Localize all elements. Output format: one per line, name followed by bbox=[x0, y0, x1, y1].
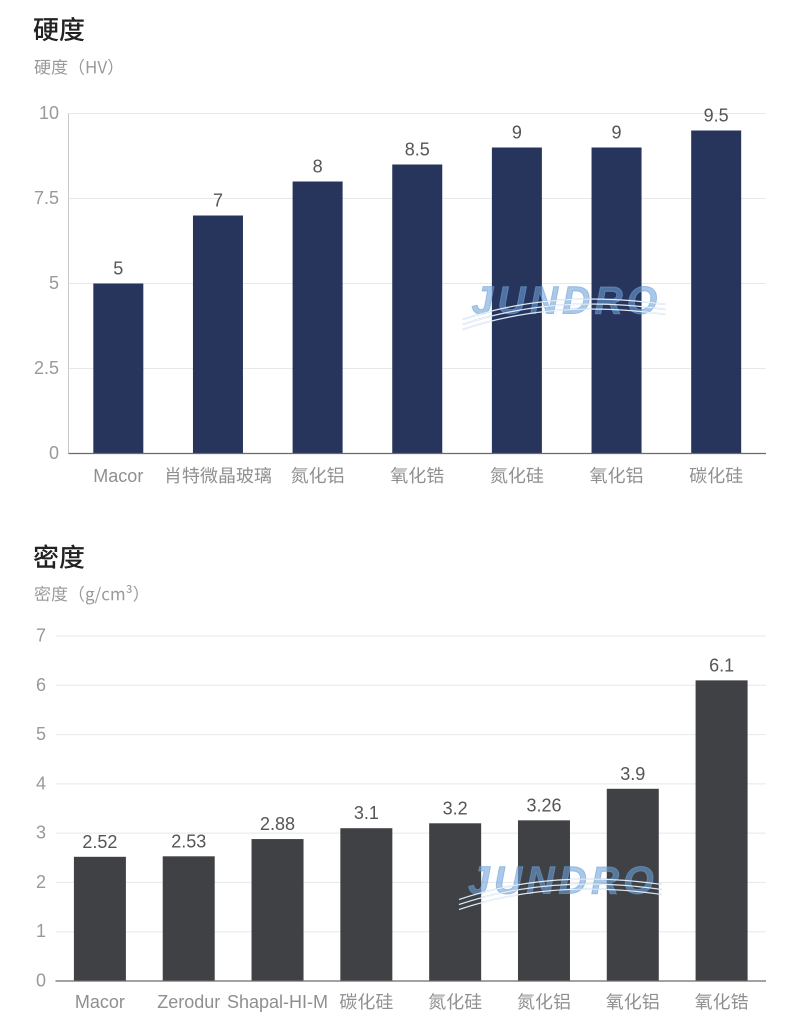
svg-text:9.5: 9.5 bbox=[704, 106, 729, 126]
svg-text:3.1: 3.1 bbox=[354, 803, 379, 823]
svg-text:9: 9 bbox=[512, 123, 522, 143]
svg-text:3.9: 3.9 bbox=[620, 764, 645, 784]
svg-text:6: 6 bbox=[36, 675, 46, 695]
svg-text:Macor: Macor bbox=[75, 992, 125, 1012]
svg-text:9: 9 bbox=[612, 123, 622, 143]
svg-text:6.1: 6.1 bbox=[709, 655, 734, 675]
svg-text:5: 5 bbox=[36, 724, 46, 744]
svg-text:0: 0 bbox=[49, 443, 59, 463]
svg-text:2: 2 bbox=[36, 872, 46, 892]
svg-text:JUNDRO: JUNDRO bbox=[468, 860, 658, 903]
svg-text:Shapal-HI-M: Shapal-HI-M bbox=[227, 992, 328, 1012]
svg-text:5: 5 bbox=[113, 259, 123, 279]
svg-text:8.5: 8.5 bbox=[405, 140, 430, 160]
svg-text:10: 10 bbox=[39, 103, 59, 123]
svg-text:JUNDRO: JUNDRO bbox=[472, 280, 662, 323]
svg-text:3.2: 3.2 bbox=[443, 798, 468, 818]
svg-text:Macor: Macor bbox=[93, 466, 143, 486]
svg-text:7: 7 bbox=[213, 191, 223, 211]
svg-text:2.52: 2.52 bbox=[82, 832, 117, 852]
svg-text:5: 5 bbox=[49, 273, 59, 293]
svg-text:4: 4 bbox=[36, 773, 46, 793]
svg-text:2.5: 2.5 bbox=[34, 358, 59, 378]
svg-text:7: 7 bbox=[36, 626, 46, 646]
svg-text:Zerodur: Zerodur bbox=[157, 992, 220, 1012]
svg-text:0: 0 bbox=[36, 971, 46, 991]
svg-text:3.26: 3.26 bbox=[526, 795, 561, 815]
svg-text:2.53: 2.53 bbox=[171, 831, 206, 851]
svg-text:2.88: 2.88 bbox=[260, 814, 295, 834]
svg-text:8: 8 bbox=[313, 157, 323, 177]
svg-text:7.5: 7.5 bbox=[34, 188, 59, 208]
svg-text:1: 1 bbox=[36, 921, 46, 941]
svg-text:3: 3 bbox=[36, 823, 46, 843]
